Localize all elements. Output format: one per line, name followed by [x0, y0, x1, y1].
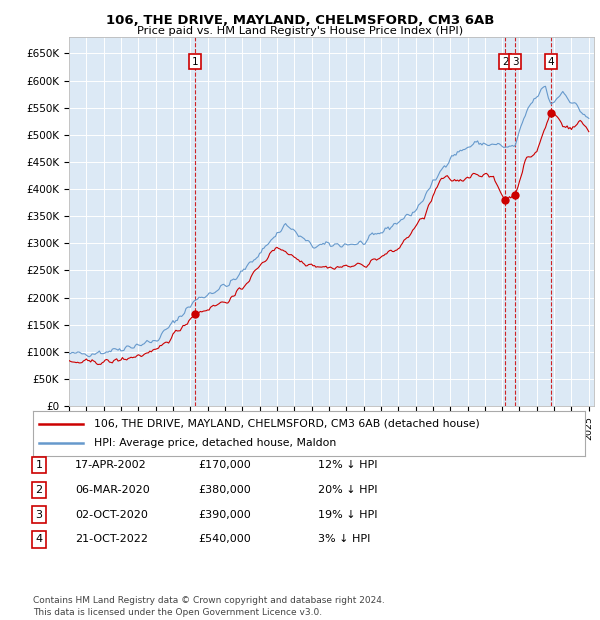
Text: 106, THE DRIVE, MAYLAND, CHELMSFORD, CM3 6AB: 106, THE DRIVE, MAYLAND, CHELMSFORD, CM3…	[106, 14, 494, 27]
Text: 3: 3	[35, 510, 43, 520]
Text: £170,000: £170,000	[198, 460, 251, 470]
Text: 2: 2	[35, 485, 43, 495]
Text: Contains HM Land Registry data © Crown copyright and database right 2024.
This d: Contains HM Land Registry data © Crown c…	[33, 596, 385, 617]
Text: 2: 2	[502, 56, 508, 66]
Text: 1: 1	[35, 460, 43, 470]
Text: Price paid vs. HM Land Registry's House Price Index (HPI): Price paid vs. HM Land Registry's House …	[137, 26, 463, 36]
Text: 21-OCT-2022: 21-OCT-2022	[75, 534, 148, 544]
Text: 20% ↓ HPI: 20% ↓ HPI	[318, 485, 377, 495]
Text: 3% ↓ HPI: 3% ↓ HPI	[318, 534, 370, 544]
Text: 06-MAR-2020: 06-MAR-2020	[75, 485, 150, 495]
Text: 4: 4	[547, 56, 554, 66]
Text: 3: 3	[512, 56, 518, 66]
Text: 12% ↓ HPI: 12% ↓ HPI	[318, 460, 377, 470]
Text: HPI: Average price, detached house, Maldon: HPI: Average price, detached house, Mald…	[94, 438, 336, 448]
Text: £390,000: £390,000	[198, 510, 251, 520]
Text: 19% ↓ HPI: 19% ↓ HPI	[318, 510, 377, 520]
Text: £540,000: £540,000	[198, 534, 251, 544]
Text: £380,000: £380,000	[198, 485, 251, 495]
Text: 17-APR-2002: 17-APR-2002	[75, 460, 147, 470]
Text: 1: 1	[192, 56, 199, 66]
Text: 02-OCT-2020: 02-OCT-2020	[75, 510, 148, 520]
Text: 106, THE DRIVE, MAYLAND, CHELMSFORD, CM3 6AB (detached house): 106, THE DRIVE, MAYLAND, CHELMSFORD, CM3…	[94, 418, 479, 428]
Text: 4: 4	[35, 534, 43, 544]
